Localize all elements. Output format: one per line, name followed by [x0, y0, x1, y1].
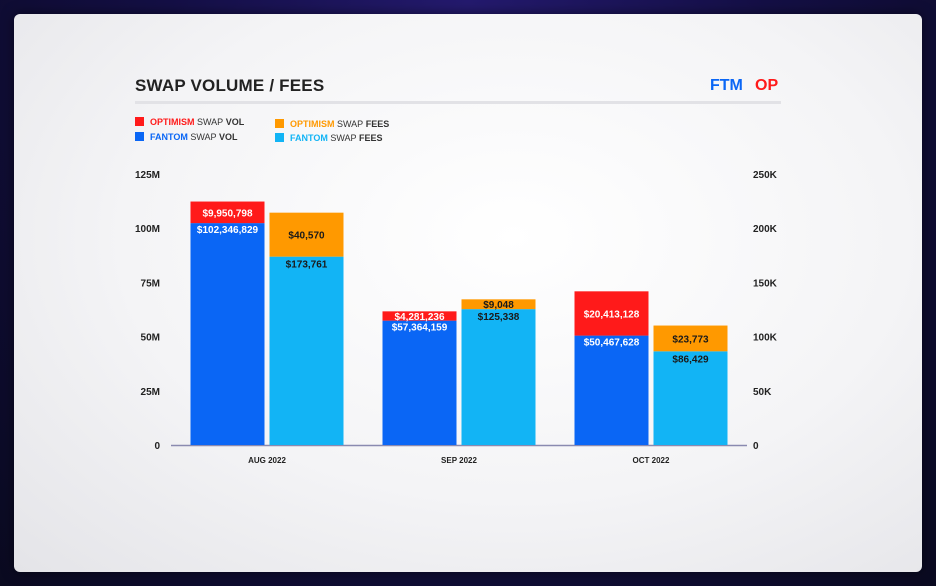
y-axis-right-tick-label: 100K: [753, 333, 778, 344]
y-axis-right-tick-label: 0: [753, 441, 759, 452]
legend-swatch-fantom-fees: [275, 133, 284, 142]
data-label-fantom-vol: $57,364,159: [392, 323, 448, 334]
data-label-fantom-fees: $173,761: [286, 260, 328, 271]
y-axis-right-tick-label: 200K: [753, 224, 778, 235]
x-axis-category-label: OCT 2022: [633, 456, 670, 465]
x-axis-category-label: SEP 2022: [441, 456, 477, 465]
data-label-optimism-vol: $9,950,798: [202, 208, 252, 219]
data-label-fantom-fees: $86,429: [672, 354, 709, 365]
legend-brand: OPTIMISM: [290, 119, 335, 129]
data-label-optimism-vol: $20,413,128: [584, 309, 640, 320]
bar-optimism-swap-vol: [574, 291, 649, 336]
y-axis-right-tick-label: 50K: [753, 387, 772, 398]
legend-metric: FEES: [359, 133, 383, 143]
legend-optimism-fees: OPTIMISM SWAP FEES: [275, 119, 389, 129]
legend-fantom-vol: FANTOM SWAP VOL: [135, 132, 238, 142]
chart-title: SWAP VOLUME / FEES: [135, 76, 325, 95]
bar-optimism-swap-fees: [269, 212, 344, 257]
bar-fantom-swap-fees: [461, 309, 536, 445]
bar-fantom-swap-vol: [190, 223, 265, 445]
data-label-fantom-fees: $125,338: [478, 312, 520, 323]
legend-metric: FEES: [365, 119, 390, 129]
data-label-optimism-fees: $40,570: [288, 231, 325, 242]
data-label-fantom-vol: $102,346,829: [197, 225, 259, 236]
bar-optimism-swap-fees: [653, 325, 728, 352]
legend-fantom-fees: FANTOM SWAP FEES: [275, 133, 383, 143]
bar-fantom-swap-fees: [653, 351, 728, 445]
data-label-fantom-vol: $50,467,628: [584, 338, 640, 349]
title-divider: [135, 101, 781, 104]
legend-metric: VOL: [225, 117, 245, 127]
legend-mid: SWAP: [330, 133, 357, 143]
legend-mid: SWAP: [190, 132, 217, 142]
legend-brand: OPTIMISM: [150, 117, 195, 127]
data-label-optimism-fees: $9,048: [483, 300, 514, 311]
legend-brand: FANTOM: [150, 132, 188, 142]
bar-fantom-swap-fees: [269, 256, 344, 445]
bar-optimism-swap-vol: [190, 201, 265, 224]
data-label-optimism-fees: $23,773: [672, 334, 709, 345]
legend-mid: SWAP: [197, 117, 224, 127]
y-axis-right-tick-label: 250K: [753, 170, 778, 181]
legend-brand: FANTOM: [290, 133, 328, 143]
chart-panel: [14, 14, 922, 572]
bar-fantom-swap-vol: [574, 335, 649, 445]
y-axis-left-tick-label: 50M: [141, 333, 160, 344]
bar-optimism-swap-vol: [382, 311, 457, 321]
x-axis-category-label: AUG 2022: [248, 456, 286, 465]
legend-metric: VOL: [219, 132, 238, 142]
brand-ftm: FTM: [710, 77, 743, 94]
y-axis-left-tick-label: 0: [154, 441, 160, 452]
y-axis-left-tick-label: 100M: [135, 224, 160, 235]
y-axis-left-tick-label: 25M: [141, 387, 160, 398]
legend-mid: SWAP: [337, 119, 364, 129]
legend-swatch-optimism-fees: [275, 119, 284, 128]
bar-fantom-swap-vol: [382, 320, 457, 445]
brand-op: OP: [755, 77, 779, 94]
y-axis-right-tick-label: 150K: [753, 278, 778, 289]
legend-swatch-fantom-vol: [135, 132, 144, 141]
data-label-optimism-vol: $4,281,236: [394, 312, 444, 323]
legend-swatch-optimism-vol: [135, 117, 144, 126]
legend-optimism-vol: OPTIMISM SWAP VOL: [135, 117, 244, 127]
y-axis-left-tick-label: 125M: [135, 170, 160, 181]
bar-optimism-swap-fees: [461, 299, 536, 310]
y-axis-left-tick-label: 75M: [141, 278, 160, 289]
